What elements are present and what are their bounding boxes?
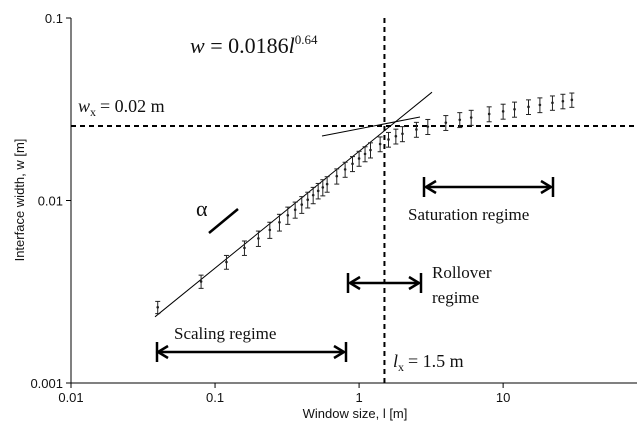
data-point <box>378 142 382 146</box>
wx-subscript: x <box>90 105 96 119</box>
y-tick-label: 0.01 <box>38 194 63 209</box>
data-point <box>369 148 372 152</box>
rollover-label: Rollover <box>432 263 492 282</box>
data-point <box>458 118 462 122</box>
data-point <box>316 189 320 193</box>
data-point <box>257 237 260 240</box>
data-point <box>325 182 329 186</box>
data-point <box>335 174 339 178</box>
data-point <box>487 112 491 116</box>
data-point <box>311 193 315 197</box>
wx-text: = 0.02 m <box>100 96 165 116</box>
lx-symbol: l <box>393 351 398 371</box>
data-point <box>570 98 574 102</box>
fit-coefficient: 0.0186 <box>228 33 289 58</box>
data-point <box>243 246 246 250</box>
fit-symbol: w <box>190 33 205 58</box>
data-point <box>444 121 448 124</box>
alpha-label: α <box>196 196 208 221</box>
data-point <box>278 220 281 224</box>
y-tick-label: 0.1 <box>45 11 63 26</box>
slope-mark <box>208 208 239 234</box>
data-point <box>357 157 361 160</box>
lx-subscript: x <box>398 360 404 374</box>
data-point <box>469 116 473 119</box>
fit-exponent: 0.64 <box>295 32 318 47</box>
data-point <box>561 99 565 103</box>
data-point <box>426 125 430 128</box>
fit-equals: = <box>210 33 222 58</box>
lx-label: lx = 1.5 m <box>393 351 464 374</box>
fit-variable: l <box>289 33 295 58</box>
x-tick-label: 10 <box>496 390 510 405</box>
x-tick-label: 0.1 <box>206 390 224 405</box>
data-point <box>415 128 418 131</box>
data-point <box>268 228 272 232</box>
data-point <box>387 138 390 141</box>
fit-equation: w = 0.0186l0.64 <box>190 32 318 58</box>
data-point <box>351 162 354 166</box>
data-point <box>321 186 325 189</box>
data-point <box>527 105 530 109</box>
data-point <box>293 208 297 212</box>
data-point <box>363 152 367 156</box>
x-tick-label: 1 <box>355 390 362 405</box>
data-point <box>199 280 203 283</box>
data-point <box>513 108 516 111</box>
scaling-label: Scaling regime <box>174 324 276 343</box>
data-point <box>156 305 160 309</box>
x-tick-label: 0.01 <box>58 390 83 405</box>
wx-symbol: w <box>78 96 90 116</box>
data-point <box>343 168 347 171</box>
saturation-label: Saturation regime <box>408 205 529 224</box>
data-point <box>225 260 228 264</box>
rollover-label: regime <box>432 288 479 307</box>
data-point <box>551 101 554 105</box>
wx-label: wx = 0.02 m <box>78 96 165 119</box>
data-point <box>394 134 398 138</box>
data-point <box>501 110 505 113</box>
lx-text: = 1.5 m <box>408 351 464 371</box>
data-point <box>538 103 542 107</box>
data-point <box>286 213 290 217</box>
x-axis-label: Window size, l [m] <box>303 406 408 421</box>
y-tick-label: 0.001 <box>30 376 63 391</box>
data-point <box>300 203 304 206</box>
data-point <box>401 132 404 136</box>
data-point <box>306 198 310 202</box>
y-axis-label: Interface width, w [m] <box>12 139 27 262</box>
